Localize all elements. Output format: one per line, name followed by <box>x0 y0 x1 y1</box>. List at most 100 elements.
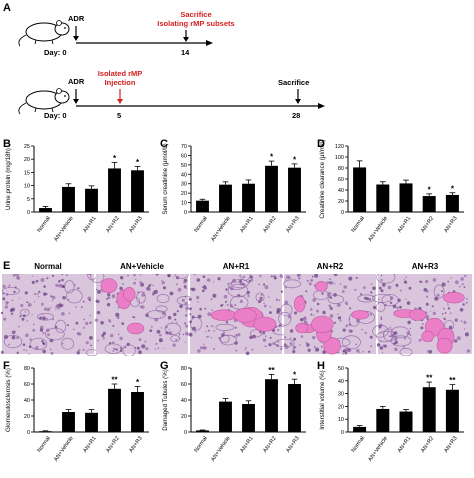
y-tick-label: 60 <box>24 382 30 388</box>
chart-interstitial-volume: Interstitial volume (%) 0 10 20 30 40 50 Normal… <box>319 366 464 463</box>
bar <box>265 379 278 432</box>
x-tick-label: AN+R3 <box>285 436 300 454</box>
x-tick-label: AN+R3 <box>128 436 143 454</box>
y-tick-label: 40 <box>338 188 344 194</box>
y-tick-label: 0 <box>27 430 30 436</box>
bar <box>422 196 436 212</box>
x-tick-label: Normal <box>351 216 366 234</box>
timeline-2-inject-label-1: Isolated rMP <box>97 69 143 78</box>
histology-label-normal: Normal <box>34 262 62 271</box>
bar <box>85 412 98 432</box>
y-tick-label: 10 <box>181 201 187 207</box>
x-tick-label: AN+R3 <box>285 216 300 234</box>
bar <box>85 188 98 212</box>
significance-marker: * <box>293 371 297 380</box>
x-tick-label: AN+R1 <box>239 216 254 234</box>
x-tick-label: Normal <box>194 436 209 454</box>
x-tick-label: Normal <box>37 216 52 234</box>
x-tick-label: Normal <box>194 216 209 234</box>
bar <box>39 208 52 212</box>
bar <box>242 404 255 432</box>
bar <box>445 194 459 212</box>
x-tick-label: AN+R3 <box>443 436 458 454</box>
timeline-1-adr-label: ADR <box>68 14 85 23</box>
significance-marker: * <box>270 153 274 162</box>
timeline-2-sacrifice-label: Sacrifice <box>278 78 310 87</box>
x-tick-label: AN+Vehicle <box>53 436 75 463</box>
y-axis-label: Interstitial volume (%) <box>319 370 326 430</box>
histology-tile <box>372 274 472 356</box>
y-tick-label: 80 <box>338 166 344 172</box>
x-tick-label: AN+R2 <box>262 216 277 234</box>
timeline-2-day-28: 28 <box>292 111 301 120</box>
rat-icon <box>18 20 70 47</box>
y-tick-label: 40 <box>24 398 30 404</box>
histology-label-r2: AN+R2 <box>316 262 344 271</box>
bar <box>288 384 301 432</box>
y-tick-label: 40 <box>181 398 187 404</box>
y-tick-label: 10 <box>24 184 30 190</box>
histology-label-r1: AN+R1 <box>222 262 250 271</box>
x-tick-label: AN+R3 <box>443 216 458 234</box>
bar <box>219 401 232 432</box>
bar <box>62 186 75 212</box>
y-tick-label: 60 <box>181 382 187 388</box>
y-tick-label: 0 <box>184 430 187 436</box>
x-tick-label: AN+Vehicle <box>210 436 232 463</box>
y-tick-label: 0 <box>184 210 187 216</box>
bar <box>108 168 121 212</box>
x-tick-label: Normal <box>37 436 52 454</box>
x-tick-label: Normal <box>351 436 366 454</box>
x-tick-label: AN+R3 <box>128 216 143 234</box>
bar <box>131 392 144 432</box>
significance-marker: ** <box>449 376 456 385</box>
timeline-2-arrowhead <box>318 103 325 109</box>
bar <box>353 426 367 432</box>
histology-tile <box>274 274 377 355</box>
y-axis-label: Damaged Tubules (%) <box>162 369 169 431</box>
timeline-panel <box>18 20 325 115</box>
y-tick-label: 15 <box>24 170 30 176</box>
bar <box>39 431 52 432</box>
timeline-2-day-label: Day: 0 <box>44 111 67 120</box>
y-tick-label: 40 <box>338 379 344 385</box>
timeline-2-day-5: 5 <box>117 111 122 120</box>
x-tick-label: AN+R1 <box>397 216 412 234</box>
x-tick-label: AN+Vehicle <box>53 216 75 243</box>
y-tick-label: 50 <box>338 366 344 372</box>
y-tick-label: 20 <box>181 191 187 197</box>
x-tick-label: AN+Vehicle <box>210 216 232 243</box>
panel-letter-c: C <box>160 138 168 150</box>
x-tick-label: AN+R1 <box>239 436 254 454</box>
timeline-1-day-14: 14 <box>181 48 190 57</box>
bar <box>62 412 75 432</box>
y-tick-label: 20 <box>338 199 344 205</box>
timeline-1-sacrifice-label: Sacrifice <box>180 10 212 19</box>
y-tick-label: 30 <box>181 182 187 188</box>
y-tick-label: 0 <box>341 210 344 216</box>
significance-marker: ** <box>426 374 433 383</box>
y-tick-label: 100 <box>335 155 344 161</box>
significance-marker: * <box>136 158 140 167</box>
x-tick-label: AN+R2 <box>420 216 435 234</box>
bar <box>196 200 209 212</box>
timeline-1-isolating-label: Isolating rMP subsets <box>157 19 235 28</box>
rat-icon <box>18 88 70 115</box>
panel-letter-e: E <box>3 260 11 272</box>
y-axis-label: Serum creatinine (μmol/L) <box>162 143 169 214</box>
y-tick-label: 0 <box>27 210 30 216</box>
y-tick-label: 70 <box>181 144 187 150</box>
bar <box>376 408 390 432</box>
bar <box>422 387 436 432</box>
y-tick-label: 10 <box>338 417 344 423</box>
bar <box>108 388 121 432</box>
significance-marker: * <box>136 378 140 387</box>
chart-damaged-tubules: Damaged Tubules (%) 0 20 40 60 80 Normal AN+Veh… <box>162 366 306 463</box>
y-tick-label: 50 <box>181 163 187 169</box>
y-tick-label: 20 <box>181 414 187 420</box>
y-tick-label: 80 <box>181 366 187 372</box>
bar <box>445 389 459 432</box>
y-tick-label: 80 <box>24 366 30 372</box>
y-tick-label: 20 <box>24 414 30 420</box>
